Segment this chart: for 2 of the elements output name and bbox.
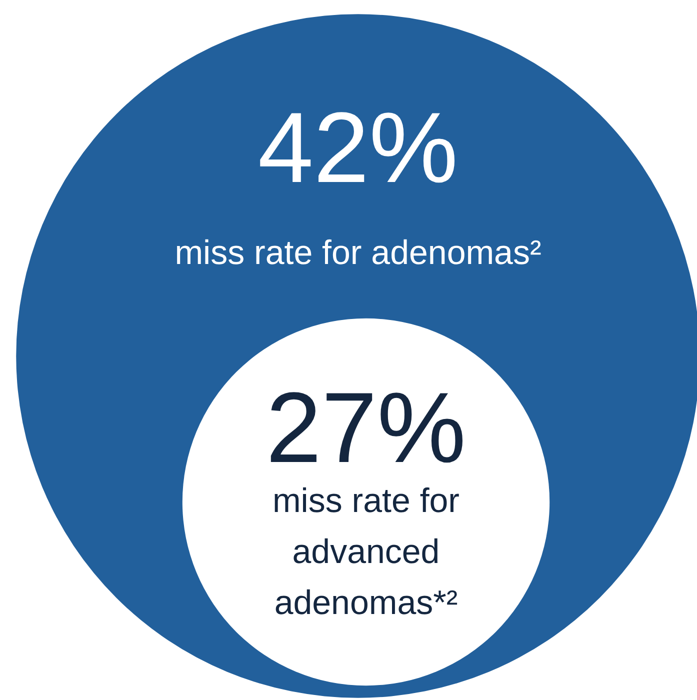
- data-label: 42%: [256, 91, 460, 206]
- category-label: miss rate for adenomas²: [174, 233, 542, 274]
